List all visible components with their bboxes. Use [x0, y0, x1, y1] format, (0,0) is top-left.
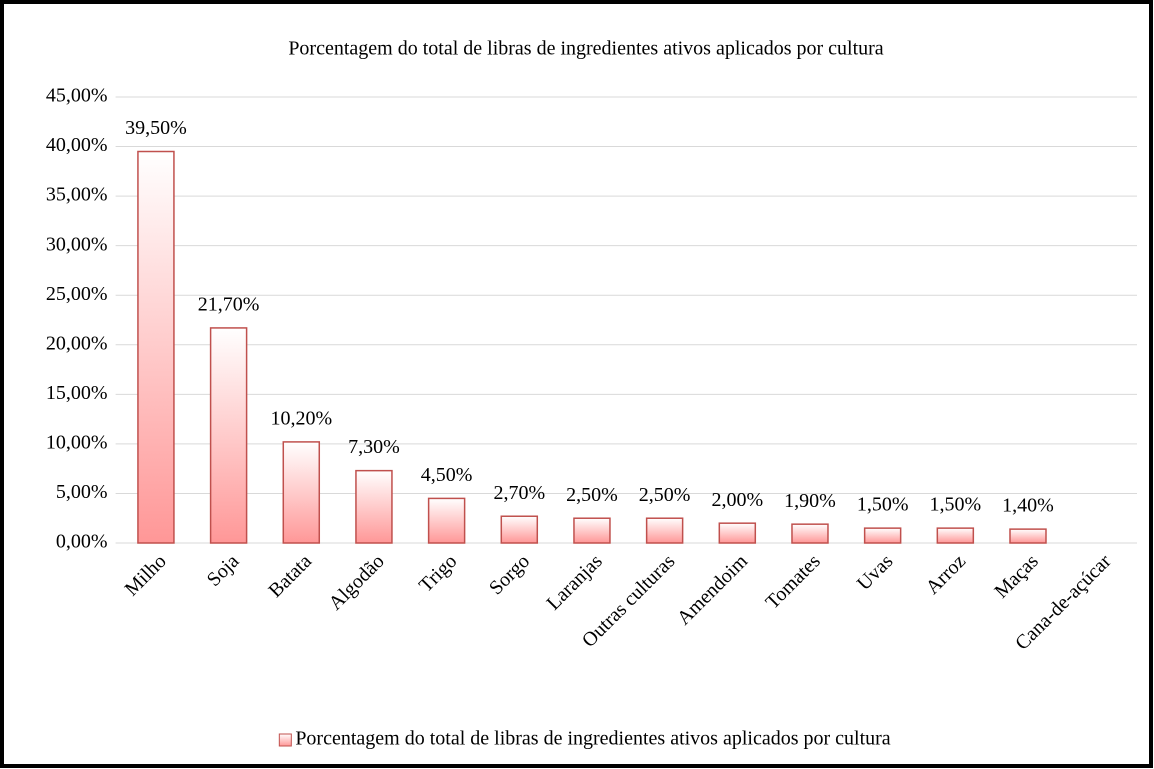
bar	[718, 522, 757, 544]
data-label: 2,70%	[493, 482, 545, 504]
data-label: 7,30%	[348, 436, 400, 458]
bar	[1009, 528, 1047, 544]
bar	[573, 517, 611, 544]
data-label: 1,50%	[929, 494, 981, 516]
bar	[282, 441, 321, 544]
bar	[645, 517, 684, 544]
data-label: 1,50%	[857, 494, 909, 516]
bar	[137, 150, 175, 544]
y-tick-label: 45,00%	[46, 85, 108, 107]
bar	[791, 523, 829, 544]
bar	[427, 497, 466, 544]
data-label: 2,50%	[639, 484, 691, 506]
data-label: 39,50%	[125, 117, 187, 139]
legend-swatch	[278, 733, 292, 747]
y-tick-label: 5,00%	[56, 481, 108, 503]
bar	[209, 327, 248, 544]
y-tick-label: 30,00%	[46, 233, 108, 255]
y-tick-label: 0,00%	[56, 531, 108, 553]
y-tick-label: 25,00%	[46, 283, 108, 305]
bar	[500, 515, 539, 544]
bar	[863, 527, 902, 544]
bar	[355, 469, 393, 544]
y-tick-label: 10,00%	[46, 431, 108, 453]
data-label: 2,50%	[566, 484, 618, 506]
y-tick-label: 15,00%	[46, 382, 108, 404]
data-label: 1,90%	[784, 490, 836, 512]
bar	[936, 527, 975, 544]
y-tick-label: 35,00%	[46, 184, 108, 206]
data-label: 4,50%	[421, 464, 473, 486]
data-label: 2,00%	[711, 489, 763, 511]
data-label: 10,20%	[270, 408, 332, 430]
y-tick-label: 40,00%	[46, 134, 108, 156]
legend-label: Porcentagem do total de libras de ingred…	[295, 728, 890, 750]
data-label: 21,70%	[198, 294, 260, 316]
y-tick-label: 20,00%	[46, 332, 108, 354]
chart-title: Porcentagem do total de libras de ingred…	[288, 38, 883, 60]
data-label: 1,40%	[1002, 495, 1054, 517]
